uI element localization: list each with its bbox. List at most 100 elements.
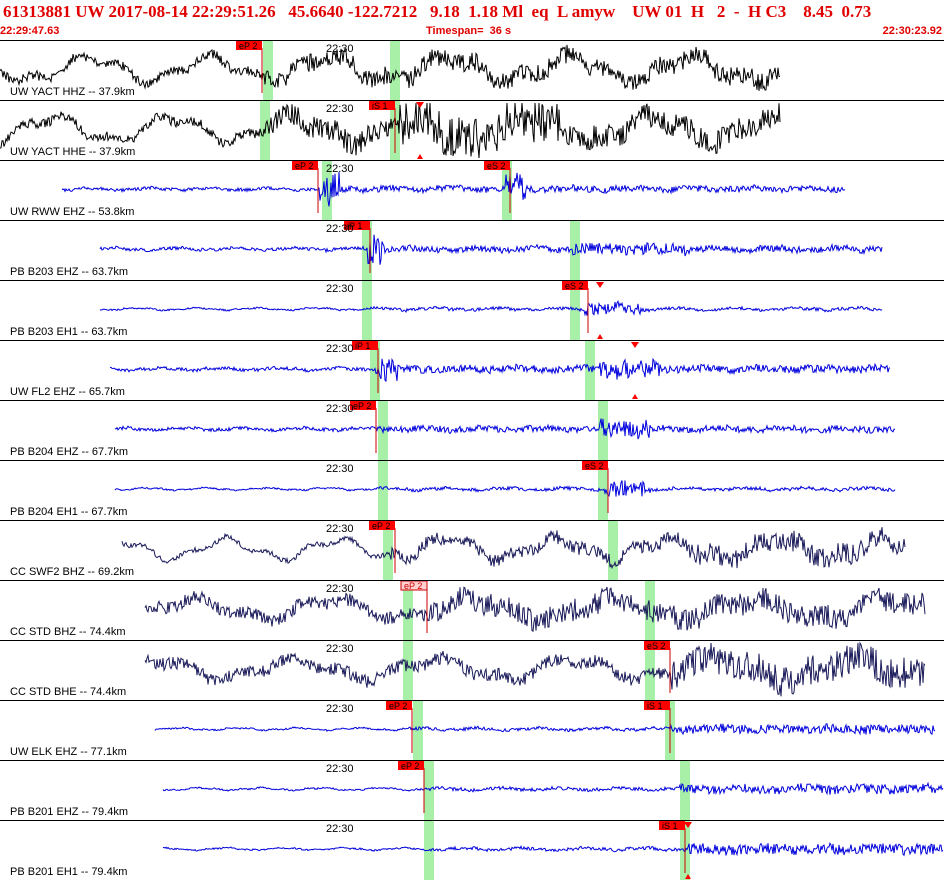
seismogram-plot: eP 2 eS 2 [61,161,846,220]
seismogram-plot: eP 2 [162,761,944,820]
seismogram-plot: eS 2 [144,641,926,700]
pick-label: iP 1 [355,341,370,351]
trace-panel[interactable]: iP 1 22:30 PB B203 EHZ -- 63.7km [0,220,944,280]
phase-window [322,161,332,220]
minute-marker: 22:30 [326,463,354,475]
waveform-line [99,299,883,317]
pick-label-box[interactable] [562,281,588,290]
minute-marker: 22:30 [326,583,354,595]
pick-label-box[interactable] [398,761,424,770]
minute-marker: 22:30 [326,103,354,115]
amplitude-marker-bottom [632,394,638,399]
trace-panel[interactable]: eP 2 iS 1 22:30 UW ELK EHZ -- 77.1km [0,700,944,760]
phase-window [403,641,413,700]
trace-panel[interactable]: eP 2 22:30 PB B201 EHZ -- 79.4km [0,760,944,820]
trace-panel[interactable]: eS 2 22:30 CC STD BHE -- 74.4km [0,640,944,700]
amplitude-marker-bottom [597,334,603,339]
pick-label-box[interactable] [352,341,378,350]
minute-marker: 22:30 [326,643,354,655]
trace-panel[interactable]: eS 2 22:30 PB B203 EH1 -- 63.7km [0,280,944,340]
trace-panel[interactable]: eP 2 22:30 CC SWF2 BHZ -- 69.2km [0,520,944,580]
trace-panel[interactable]: eS 2 22:30 PB B204 EH1 -- 67.7km [0,460,944,520]
minute-marker: 22:30 [326,403,354,415]
station-label: UW RWW EHZ -- 53.8km [10,206,135,218]
seismogram-plot: eS 2 [114,461,896,520]
phase-window [263,41,273,100]
station-label: PB B203 EH1 -- 63.7km [10,326,128,338]
station-label: CC STD BHZ -- 74.4km [10,626,126,638]
event-header: 61313881 UW 2017-08-14 22:29:51.26 45.66… [0,0,944,40]
pick-label: eP 2 [372,521,390,531]
station-label: UW YACT HHZ -- 37.9km [10,86,135,98]
waveform-line [154,723,936,736]
pick-label-box[interactable] [344,221,370,230]
waveform-line [114,480,896,497]
trace-panel[interactable]: eP 2 22:30 CC STD BHZ -- 74.4km [0,580,944,640]
waveform-line [61,171,846,207]
timespan: Timespan= 36 s [426,25,512,37]
phase-window [598,401,608,460]
trace-panel[interactable]: iS 1 22:30 PB B201 EH1 -- 79.4km [0,820,944,880]
pick-label: eS 2 [647,641,666,651]
station-label: CC SWF2 BHZ -- 69.2km [10,566,135,578]
trace-panel[interactable]: eP 2 22:30 UW YACT HHZ -- 37.9km [0,40,944,100]
phase-window [645,641,655,700]
pick-label-box[interactable] [484,161,510,170]
seismogram-plot: iS 1 [0,101,781,160]
trace-panel[interactable]: iS 1 22:30 UW YACT HHE -- 37.9km [0,100,944,160]
pick-label-box[interactable] [659,821,685,830]
station-label: UW ELK EHZ -- 77.1km [10,746,127,758]
pick-label-box[interactable] [236,41,262,50]
minute-marker: 22:30 [326,523,354,535]
station-label: PB B201 EH1 -- 79.4km [10,866,128,878]
pick-label-box[interactable] [400,581,428,591]
station-label: PB B203 EHZ -- 63.7km [10,266,128,278]
phase-window [570,281,580,340]
seismogram-plot: iS 1 [162,821,944,880]
start-time: 22:29:47.63 [0,25,60,37]
waveform-line [144,641,926,697]
station-label: UW FL2 EHZ -- 65.7km [10,386,125,398]
waveform-line [121,527,906,570]
trace-panel[interactable]: eP 2 22:30 PB B204 EHZ -- 67.7km [0,400,944,460]
waveform-line [162,842,944,857]
phase-window [502,161,512,220]
trace-panel[interactable]: iP 1 22:30 UW FL2 EHZ -- 65.7km [0,340,944,400]
pick-label-box[interactable] [292,161,318,170]
phase-window [585,341,595,400]
seismogram-traces[interactable]: eP 2 22:30 UW YACT HHZ -- 37.9km iS 1 22:30 U… [0,40,944,880]
phase-window [608,521,618,580]
amplitude-marker-top [596,282,604,288]
seismogram-plot: iP 1 [109,341,891,400]
waveform-line [0,44,781,91]
pick-label-box[interactable] [369,521,395,530]
pick-label-box[interactable] [350,401,376,410]
waveform-line [144,586,926,633]
end-time: 22:30:23.92 [882,25,942,37]
phase-window [362,281,372,340]
phase-window [403,581,413,640]
phase-window [378,461,388,520]
pick-label-box[interactable] [369,101,395,110]
pick-label-box[interactable] [386,701,412,710]
amplitude-marker-top [416,102,424,108]
pick-label-box[interactable] [644,641,670,650]
station-label: PB B204 EH1 -- 67.7km [10,506,128,518]
phase-window [424,761,434,820]
waveform-line [109,357,891,383]
seismogram-plot: eP 2 [144,581,926,640]
pick-label-box[interactable] [582,461,608,470]
pick-label: eP 2 [389,701,407,711]
trace-panel[interactable]: eP 2 eS 2 22:30 UW RWW EHZ -- 53.8km [0,160,944,220]
station-label: CC STD BHE -- 74.4km [10,686,127,698]
phase-window [390,41,400,100]
station-label: UW YACT HHE -- 37.9km [10,146,136,158]
amplitude-marker-bottom [685,874,691,879]
amplitude-marker-top [631,342,639,348]
phase-window [413,701,423,760]
pick-label-box[interactable] [644,701,670,710]
waveform-line [114,418,896,440]
waveform-line [0,102,781,159]
seismogram-plot: eP 2 [0,41,781,100]
waveform-line [162,781,944,796]
